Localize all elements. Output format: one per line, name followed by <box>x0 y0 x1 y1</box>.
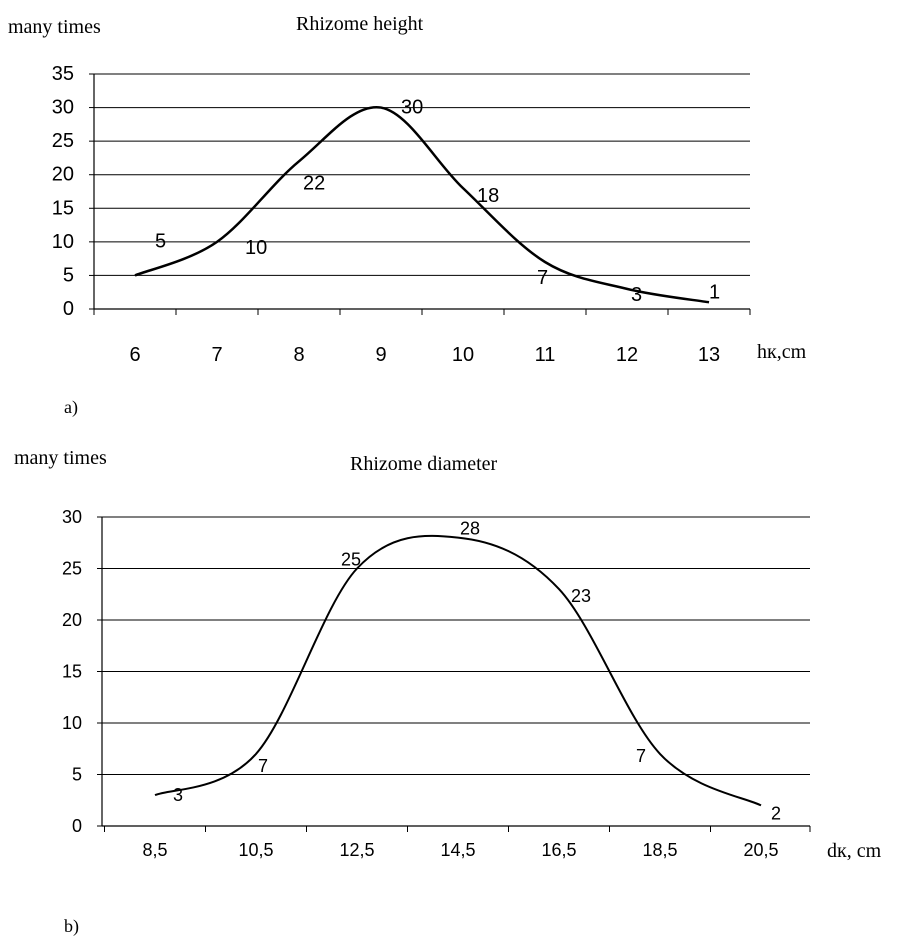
x-tick-label: 20,5 <box>743 840 778 860</box>
chart-b-series-line <box>154 534 762 807</box>
chart-a-x-tick-labels: 6 7 8 9 10 11 12 13 <box>129 344 720 366</box>
chart-b-xlabel: dк, cm <box>827 840 882 862</box>
chart-a-panel-label: a) <box>64 397 78 418</box>
x-tick-label: 14,5 <box>440 840 475 860</box>
chart-a-data-labels: 5 10 22 30 18 7 3 1 <box>155 97 720 306</box>
y-tick-label: 5 <box>72 765 82 785</box>
x-tick-label: 6 <box>129 344 140 366</box>
x-tick-label: 12 <box>616 344 638 366</box>
chart-b-x-tick-labels: 8,5 10,5 12,5 14,5 16,5 18,5 20,5 <box>142 840 778 860</box>
data-label: 18 <box>477 185 499 207</box>
data-label: 7 <box>537 267 548 289</box>
y-tick-label: 25 <box>52 130 74 152</box>
chart-b-panel-label: b) <box>64 916 79 937</box>
data-label: 7 <box>636 746 646 766</box>
x-tick-label: 9 <box>375 344 386 366</box>
y-tick-label: 15 <box>62 662 82 682</box>
y-tick-label: 35 <box>52 63 74 85</box>
y-tick-label: 0 <box>63 298 74 320</box>
data-label: 7 <box>258 756 268 776</box>
x-tick-label: 10 <box>452 344 474 366</box>
y-tick-label: 5 <box>63 264 74 286</box>
x-tick-label: 10,5 <box>238 840 273 860</box>
chart-a-xlabel: hк,cm <box>757 341 807 363</box>
chart-a-y-tick-labels: 0 5 10 15 20 25 30 35 <box>52 63 74 320</box>
chart-a-series-line <box>134 106 710 304</box>
chart-panel-a: many times Rhizome height 05101520253035… <box>8 13 807 418</box>
chart-b-ylabel: many times <box>14 447 107 469</box>
x-tick-label: 7 <box>211 344 222 366</box>
x-tick-label: 8 <box>293 344 304 366</box>
data-label: 5 <box>155 230 166 252</box>
y-tick-label: 20 <box>62 610 82 630</box>
data-label: 2 <box>771 803 781 823</box>
data-label: 3 <box>631 284 642 306</box>
y-tick-label: 10 <box>62 713 82 733</box>
data-label: 22 <box>303 172 325 194</box>
y-tick-label: 15 <box>52 197 74 219</box>
data-label: 23 <box>571 586 591 606</box>
x-tick-label: 18,5 <box>642 840 677 860</box>
x-tick-label: 12,5 <box>339 840 374 860</box>
chart-panel-b: many times Rhizome diameter 051015202530… <box>14 447 882 937</box>
y-tick-label: 10 <box>52 231 74 253</box>
chart-a-title: Rhizome height <box>296 13 424 35</box>
y-tick-label: 0 <box>72 816 82 836</box>
chart-b-axes <box>97 516 811 832</box>
chart-b-y-tick-labels: 0 5 10 15 20 25 30 <box>62 507 82 836</box>
data-label: 30 <box>401 97 423 119</box>
chart-b-title: Rhizome diameter <box>350 453 498 475</box>
x-tick-label: 16,5 <box>541 840 576 860</box>
chart-b-gridlines <box>102 516 810 827</box>
data-label: 1 <box>709 281 720 303</box>
data-label: 28 <box>460 519 480 539</box>
y-tick-label: 30 <box>52 97 74 119</box>
chart-b-data-labels: 3 7 25 28 23 7 2 <box>173 519 781 824</box>
data-label: 10 <box>245 237 267 259</box>
x-tick-label: 8,5 <box>142 840 167 860</box>
y-tick-label: 20 <box>52 164 74 186</box>
y-tick-label: 25 <box>62 559 82 579</box>
y-tick-label: 30 <box>62 507 82 527</box>
x-tick-label: 13 <box>698 344 720 366</box>
x-tick-label: 11 <box>535 344 556 366</box>
data-label: 3 <box>173 785 183 805</box>
data-label: 25 <box>341 550 361 570</box>
chart-a-axes <box>89 73 751 315</box>
chart-a-ylabel: many times <box>8 16 101 38</box>
